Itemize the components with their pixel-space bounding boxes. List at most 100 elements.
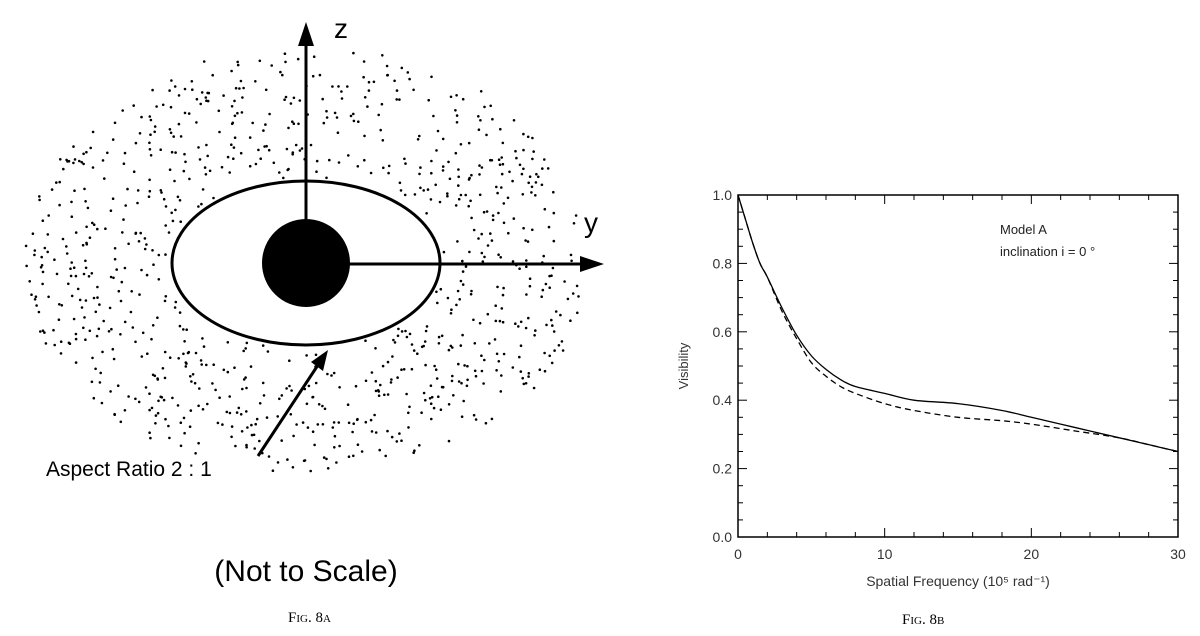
dust-dot xyxy=(396,376,399,379)
dust-dot xyxy=(436,129,440,133)
dust-dot xyxy=(451,374,454,378)
dust-dot xyxy=(258,59,262,63)
dust-dot xyxy=(543,351,546,355)
dust-dot xyxy=(96,227,99,231)
dust-dot xyxy=(151,88,154,92)
dust-dot xyxy=(532,386,536,390)
y-axis-arrowhead xyxy=(580,256,604,272)
dust-dot xyxy=(437,335,441,339)
dust-dot xyxy=(527,316,530,320)
dust-dot xyxy=(550,274,553,278)
dust-dot xyxy=(412,451,416,455)
dust-dot xyxy=(246,426,249,429)
dust-dot xyxy=(422,391,426,395)
dust-dot xyxy=(78,298,82,302)
dust-dot xyxy=(472,318,475,322)
dust-dot xyxy=(257,148,260,152)
dust-dot xyxy=(502,221,506,225)
dust-dot xyxy=(33,253,36,257)
dust-dot xyxy=(364,420,368,424)
dust-dot xyxy=(149,133,152,136)
dust-dot xyxy=(479,119,482,122)
dust-dot xyxy=(398,181,402,185)
dust-dot xyxy=(240,111,244,114)
dust-dot xyxy=(39,266,43,269)
dust-dot xyxy=(24,244,28,248)
dust-dot xyxy=(477,128,481,131)
y-tick-label: 1.0 xyxy=(713,187,733,203)
dust-dot xyxy=(191,88,194,91)
dust-dot xyxy=(156,378,160,381)
dust-dot xyxy=(283,98,286,101)
dust-dot xyxy=(199,102,202,106)
dust-dot xyxy=(347,154,350,157)
dust-dot xyxy=(285,387,288,390)
dust-dot xyxy=(146,352,149,356)
dust-dot xyxy=(182,416,186,420)
dust-dot xyxy=(121,109,124,112)
fig8a-caption-text: Fig. 8a xyxy=(288,610,331,626)
dust-dot xyxy=(182,328,185,331)
dust-dot xyxy=(400,66,404,70)
dust-dot xyxy=(434,368,438,372)
dust-dot xyxy=(346,85,349,88)
dust-dot xyxy=(201,188,205,191)
dust-dot xyxy=(122,218,125,221)
dust-dot xyxy=(325,109,328,113)
dust-dot xyxy=(500,374,503,377)
dust-dot xyxy=(519,370,523,373)
dust-dot xyxy=(199,359,203,362)
dust-dot xyxy=(70,200,73,204)
dust-dot xyxy=(560,340,564,343)
dust-dot xyxy=(148,115,152,118)
dust-dot xyxy=(237,406,241,410)
dust-dot xyxy=(551,266,555,270)
dust-dot xyxy=(479,90,483,93)
dust-dot xyxy=(363,96,367,99)
dust-dot xyxy=(204,173,208,176)
dust-dot xyxy=(514,322,517,326)
y-axis-title: Visibility xyxy=(676,342,691,389)
dust-dot xyxy=(301,421,305,424)
dust-dot xyxy=(265,416,269,419)
dust-dot xyxy=(289,413,293,416)
dust-dot xyxy=(434,183,438,187)
dust-dot xyxy=(535,172,538,176)
dust-dot xyxy=(119,299,123,303)
dust-dot xyxy=(115,268,118,271)
dust-dot xyxy=(266,350,270,353)
dust-dot xyxy=(194,351,198,355)
dust-dot xyxy=(335,116,339,119)
dust-dot xyxy=(302,459,306,463)
dust-dot xyxy=(466,364,469,368)
dust-dot xyxy=(74,231,78,234)
dust-dot xyxy=(425,212,428,215)
dust-dot xyxy=(159,395,162,399)
dust-dot xyxy=(164,205,168,208)
dust-dot xyxy=(206,91,209,95)
dust-dot xyxy=(468,176,471,180)
dust-dot xyxy=(89,146,92,150)
dust-dot xyxy=(279,70,282,74)
dust-dot xyxy=(47,295,50,299)
dust-dot xyxy=(461,259,464,263)
dust-dot xyxy=(486,244,490,247)
dust-dot xyxy=(456,240,459,243)
dust-dot xyxy=(164,224,167,227)
dust-dot xyxy=(459,143,463,146)
dust-dot xyxy=(469,199,472,203)
dust-dot xyxy=(264,123,267,126)
dust-dot xyxy=(530,185,534,189)
dust-dot xyxy=(439,287,443,291)
dust-dot xyxy=(205,99,208,102)
dust-dot xyxy=(143,237,147,240)
dust-dot xyxy=(369,171,373,175)
dust-dot xyxy=(497,253,500,256)
dust-dot xyxy=(109,275,113,279)
dust-dot xyxy=(90,272,94,275)
dust-dot xyxy=(541,288,545,292)
dust-dot xyxy=(314,353,318,357)
dust-dot xyxy=(112,276,115,280)
dust-dot xyxy=(155,105,158,108)
dust-dot xyxy=(405,392,408,396)
